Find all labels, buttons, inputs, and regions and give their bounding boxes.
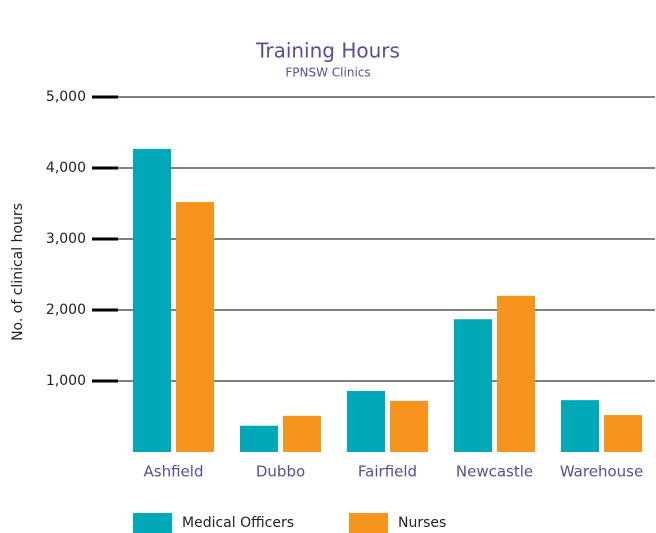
bar — [497, 295, 535, 452]
bar — [561, 400, 599, 452]
x-tick-label: Ashfield — [144, 463, 204, 481]
bar — [454, 319, 492, 452]
legend-label: Medical Officers — [182, 515, 294, 531]
y-tick-label: 2,000 — [46, 302, 86, 318]
y-tick-label: 5,000 — [46, 89, 86, 105]
x-tick-label: Newcastle — [456, 463, 533, 481]
x-tick-label: Fairfield — [358, 463, 417, 481]
x-tick-label: Warehouse — [560, 463, 643, 481]
bar — [240, 425, 278, 452]
y-tick-label: 4,000 — [46, 160, 86, 176]
y-tick-label: 3,000 — [46, 231, 86, 247]
y-tick-label: 1,000 — [46, 373, 86, 389]
legend-swatch — [133, 513, 172, 533]
chart-subtitle: FPNSW Clinics — [285, 66, 370, 80]
bar — [347, 390, 385, 452]
legend-swatch — [349, 513, 388, 533]
x-tick-label: Dubbo — [256, 463, 305, 481]
y-axis-label: No. of clinical hours — [10, 203, 26, 341]
bar — [604, 415, 642, 452]
legend-label: Nurses — [398, 515, 446, 531]
bar — [283, 415, 321, 452]
bar — [390, 400, 428, 452]
bar — [133, 148, 171, 452]
chart-title: Training Hours — [255, 39, 400, 63]
bar — [176, 202, 214, 452]
